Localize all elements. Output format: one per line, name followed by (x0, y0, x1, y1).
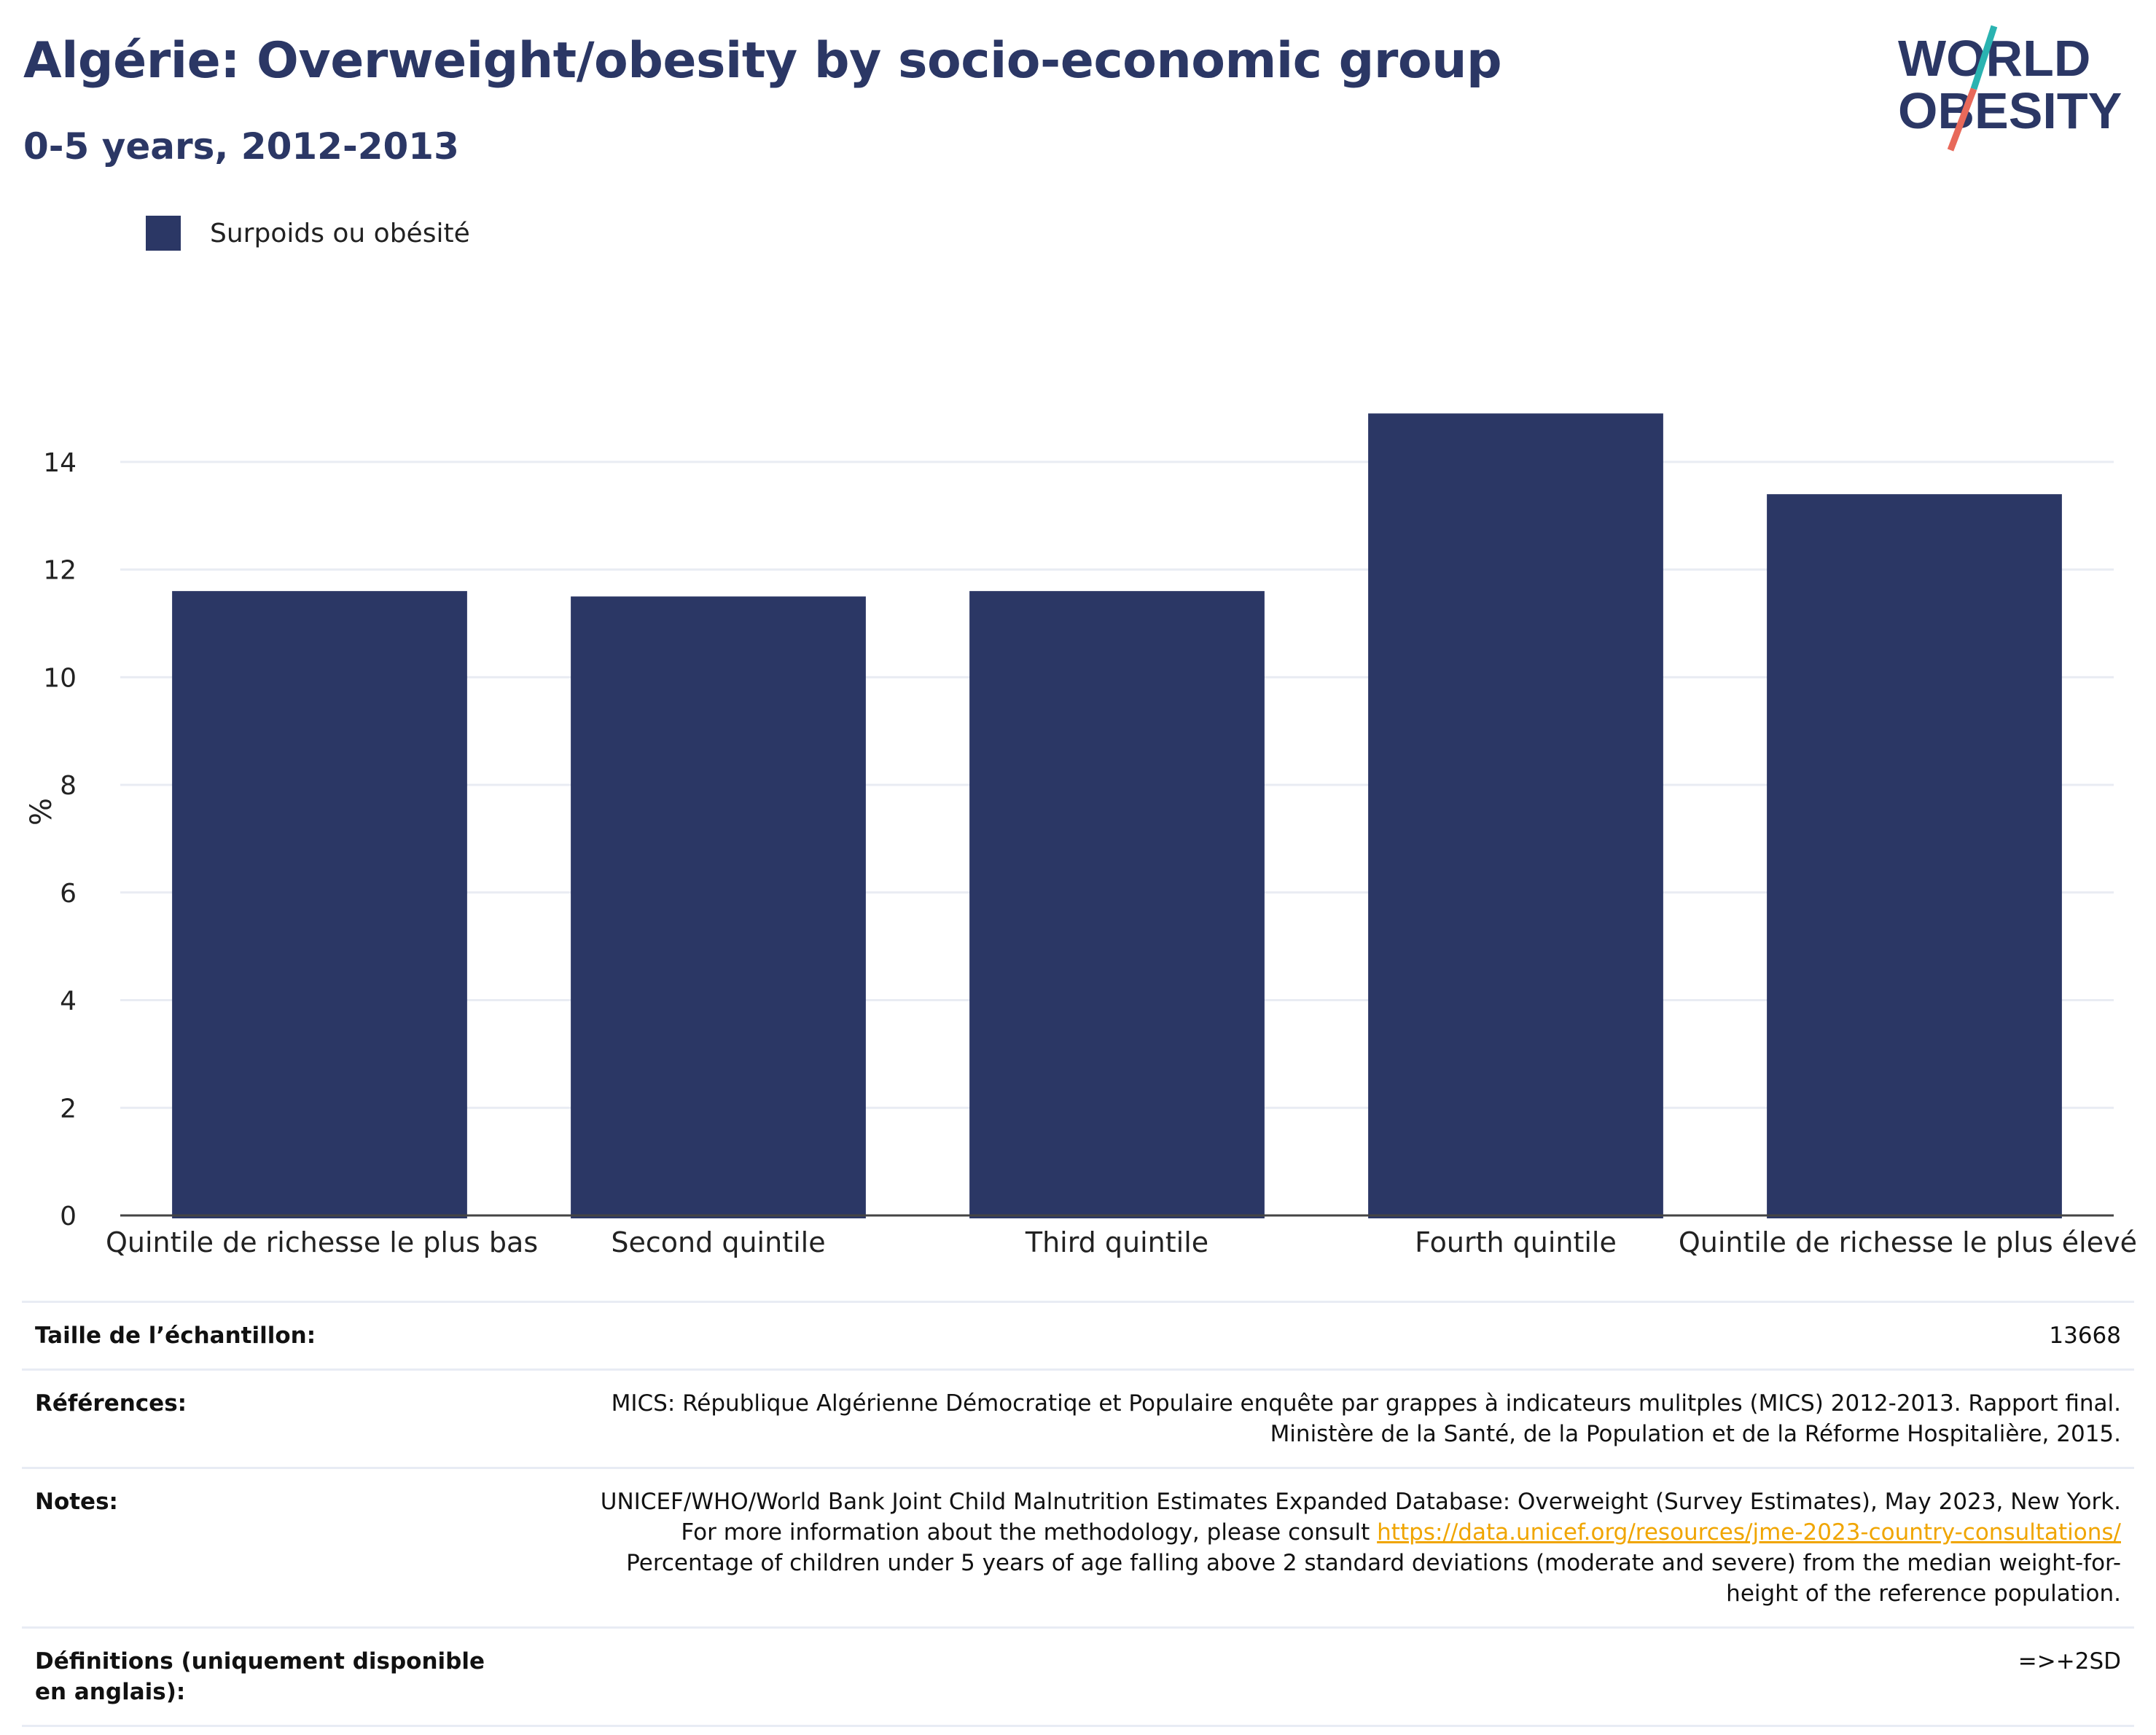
logo-slash-teal (1970, 25, 1998, 90)
info-row-notes: Notes: UNICEF/WHO/World Bank Joint Child… (22, 1467, 2134, 1626)
world-obesity-logo: WORLD OBESITY (1898, 25, 2122, 152)
info-key: Références: (35, 1390, 187, 1417)
y-tick-label: 14 (43, 448, 77, 478)
info-value: UNICEF/WHO/World Bank Joint Child Malnut… (561, 1487, 2121, 1609)
y-tick-label: 4 (60, 987, 77, 1017)
info-key: Taille de l’échantillon: (35, 1323, 316, 1349)
y-tick-label: 0 (60, 1202, 77, 1231)
bar (1368, 413, 1663, 1218)
chart-legend: Surpoids ou obésité (146, 216, 470, 251)
bar (969, 591, 1265, 1218)
bar-chart: 0 2 4 6 8 10 12 14% Quintile de richesse le plus… (25, 413, 2137, 1258)
x-tick-label: Quintile de richesse le plus bas (106, 1226, 538, 1258)
page-title: Algérie: Overweight/obesity by socio-eco… (23, 32, 1502, 90)
notes-text-post: Percentage of children under 5 years of … (626, 1550, 2121, 1607)
logo-line1: WORLD (1898, 30, 2090, 87)
logo-line2: OBESITY (1898, 82, 2122, 139)
info-row-definitions: Définitions (uniquement disponible en an… (22, 1626, 2134, 1727)
y-tick-label: 2 (60, 1094, 77, 1124)
info-value: =>+2SD (2018, 1648, 2121, 1675)
logo-slash-coral (1947, 87, 1977, 152)
y-axis-label: % (25, 798, 58, 826)
y-tick-label: 12 (43, 556, 77, 586)
info-key: Notes: (35, 1489, 118, 1515)
x-tick-label: Fourth quintile (1415, 1226, 1617, 1258)
x-tick-label: Quintile de richesse le plus élevé (1679, 1226, 2137, 1258)
info-row-references: Références: MICS: République Algérienne … (22, 1368, 2134, 1467)
info-row-sample-size: Taille de l’échantillon: 13668 (22, 1301, 2134, 1368)
bar (571, 596, 866, 1218)
x-tick-label: Second quintile (611, 1226, 825, 1258)
bar (172, 591, 467, 1218)
y-tick-label: 6 (60, 879, 77, 909)
legend-label: Surpoids ou obésité (210, 218, 470, 248)
page-subtitle: 0-5 years, 2012-2013 (23, 125, 459, 168)
info-value: MICS: République Algérienne Démocratiqe … (611, 1390, 2121, 1447)
bar (1767, 494, 2062, 1218)
legend-swatch (146, 216, 181, 251)
info-table: Taille de l’échantillon: 13668 Référence… (22, 1301, 2134, 1727)
x-tick-label: Third quintile (1025, 1226, 1208, 1258)
y-tick-label: 10 (43, 663, 77, 693)
notes-text-pre: UNICEF/WHO/World Bank Joint Child Malnut… (600, 1489, 2121, 1546)
info-value: 13668 (2049, 1323, 2121, 1349)
info-key: Définitions (uniquement disponible en an… (35, 1648, 485, 1705)
y-tick-label: 8 (60, 771, 77, 801)
methodology-link[interactable]: https://data.unicef.org/resources/jme-20… (1377, 1519, 2121, 1546)
